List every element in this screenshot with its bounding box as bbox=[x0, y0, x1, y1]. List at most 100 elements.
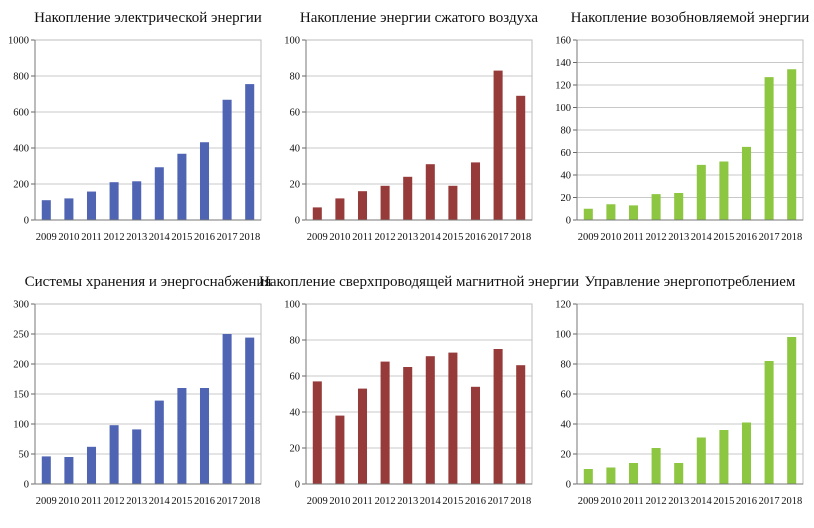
x-tick-label: 2018 bbox=[781, 496, 802, 507]
y-tick-label: 250 bbox=[13, 330, 29, 341]
y-tick-label: 140 bbox=[555, 58, 571, 69]
x-tick-label: 2010 bbox=[600, 232, 621, 243]
y-tick-label: 80 bbox=[561, 360, 572, 371]
bar bbox=[448, 352, 458, 484]
chart-panel-superconducting-magnetic: Накопление сверхпроводящей магнитной эне… bbox=[259, 264, 579, 528]
chart-svg: Накопление сверхпроводящей магнитной эне… bbox=[259, 274, 579, 507]
y-tick-label: 40 bbox=[290, 144, 301, 155]
x-tick-label: 2013 bbox=[668, 232, 689, 243]
x-tick-label: 2017 bbox=[759, 232, 780, 243]
x-tick-label: 2016 bbox=[465, 232, 486, 243]
bar bbox=[651, 194, 661, 220]
bar bbox=[109, 182, 119, 220]
y-tick-label: 40 bbox=[561, 171, 572, 182]
y-tick-label: 80 bbox=[561, 126, 572, 137]
x-tick-label: 2014 bbox=[420, 496, 442, 507]
x-tick-label: 2012 bbox=[104, 496, 125, 507]
bar bbox=[606, 204, 616, 220]
bar bbox=[674, 193, 684, 220]
x-tick-label: 2009 bbox=[307, 496, 328, 507]
y-tick-label: 80 bbox=[290, 72, 301, 83]
x-tick-label: 2018 bbox=[510, 232, 531, 243]
y-tick-label: 100 bbox=[284, 300, 300, 311]
y-tick-label: 120 bbox=[555, 300, 571, 311]
bar bbox=[764, 77, 774, 220]
y-tick-label: 1000 bbox=[8, 36, 29, 47]
bar bbox=[583, 208, 593, 220]
bar bbox=[245, 84, 255, 220]
chart-title: Системы хранения и энергоснабжения bbox=[25, 274, 272, 290]
x-tick-label: 2015 bbox=[171, 232, 192, 243]
y-tick-label: 400 bbox=[13, 144, 29, 155]
bar bbox=[132, 181, 142, 220]
y-tick-label: 800 bbox=[13, 72, 29, 83]
x-tick-label: 2016 bbox=[736, 496, 757, 507]
x-tick-label: 2009 bbox=[578, 232, 599, 243]
bar bbox=[493, 70, 503, 220]
x-tick-label: 2009 bbox=[578, 496, 599, 507]
bar bbox=[177, 388, 187, 484]
x-tick-label: 2011 bbox=[352, 232, 373, 243]
x-tick-label: 2011 bbox=[352, 496, 373, 507]
bar bbox=[741, 146, 752, 220]
bar bbox=[651, 448, 661, 484]
x-tick-label: 2014 bbox=[149, 496, 171, 507]
bar bbox=[335, 198, 345, 220]
bar bbox=[199, 388, 210, 484]
bar bbox=[470, 386, 481, 484]
x-tick-label: 2009 bbox=[307, 232, 328, 243]
chart-panel-compressed-air: Накопление энергии сжатого воздуха 0 20 40 6… bbox=[271, 0, 542, 264]
bar bbox=[222, 334, 232, 484]
x-tick-label: 2010 bbox=[58, 496, 79, 507]
y-tick-label: 100 bbox=[555, 330, 571, 341]
x-tick-label: 2009 bbox=[36, 496, 57, 507]
bar bbox=[245, 337, 255, 484]
x-tick-label: 2015 bbox=[171, 496, 192, 507]
y-tick-label: 160 bbox=[555, 36, 571, 47]
y-tick-label: 20 bbox=[561, 193, 572, 204]
x-tick-label: 2011 bbox=[623, 232, 644, 243]
x-tick-label: 2018 bbox=[239, 232, 260, 243]
y-tick-label: 0 bbox=[24, 216, 29, 227]
bar bbox=[86, 446, 97, 484]
bar bbox=[764, 361, 774, 484]
bar bbox=[787, 69, 797, 220]
bar bbox=[132, 429, 142, 484]
chart-title: Накопление возобновляемой энергии bbox=[571, 10, 810, 26]
bar bbox=[177, 153, 187, 220]
bar bbox=[448, 185, 458, 220]
y-tick-label: 40 bbox=[290, 408, 301, 419]
bar bbox=[403, 367, 413, 484]
bar bbox=[696, 164, 706, 220]
chart-panel-energy-management: Управление энергопотреблением 0 20 40 60 80 10… bbox=[542, 264, 813, 528]
x-tick-label: 2017 bbox=[217, 496, 238, 507]
y-tick-label: 0 bbox=[295, 216, 300, 227]
chart-svg: Системы хранения и энергоснабжения 0 50 100… bbox=[13, 274, 272, 507]
bar bbox=[64, 457, 74, 484]
x-tick-label: 2014 bbox=[149, 232, 171, 243]
y-tick-label: 100 bbox=[555, 103, 571, 114]
bar bbox=[222, 99, 232, 220]
x-tick-label: 2017 bbox=[759, 496, 780, 507]
x-tick-label: 2018 bbox=[510, 496, 531, 507]
chart-panel-electric-storage: Накопление электрической энергии 0 200 400 6… bbox=[0, 0, 271, 264]
x-tick-label: 2014 bbox=[420, 232, 442, 243]
y-tick-label: 100 bbox=[284, 36, 300, 47]
bar bbox=[380, 185, 390, 220]
x-tick-label: 2015 bbox=[713, 232, 734, 243]
y-tick-label: 40 bbox=[561, 420, 572, 431]
bar bbox=[606, 467, 616, 484]
chart-svg: Накопление электрической энергии 0 200 400 6… bbox=[8, 10, 262, 243]
x-tick-label: 2015 bbox=[713, 496, 734, 507]
bar bbox=[628, 463, 639, 484]
x-tick-label: 2016 bbox=[736, 232, 757, 243]
chart-panel-renewable-storage: Накопление возобновляемой энергии 0 20 40 60… bbox=[542, 0, 813, 264]
x-tick-label: 2017 bbox=[488, 496, 509, 507]
y-tick-label: 120 bbox=[555, 81, 571, 92]
y-tick-label: 60 bbox=[290, 108, 301, 119]
chart-title: Накопление сверхпроводящей магнитной эне… bbox=[259, 274, 579, 290]
x-tick-label: 2014 bbox=[691, 232, 713, 243]
x-tick-label: 2010 bbox=[58, 232, 79, 243]
chart-title: Накопление электрической энергии bbox=[34, 10, 262, 26]
bar bbox=[674, 463, 684, 484]
